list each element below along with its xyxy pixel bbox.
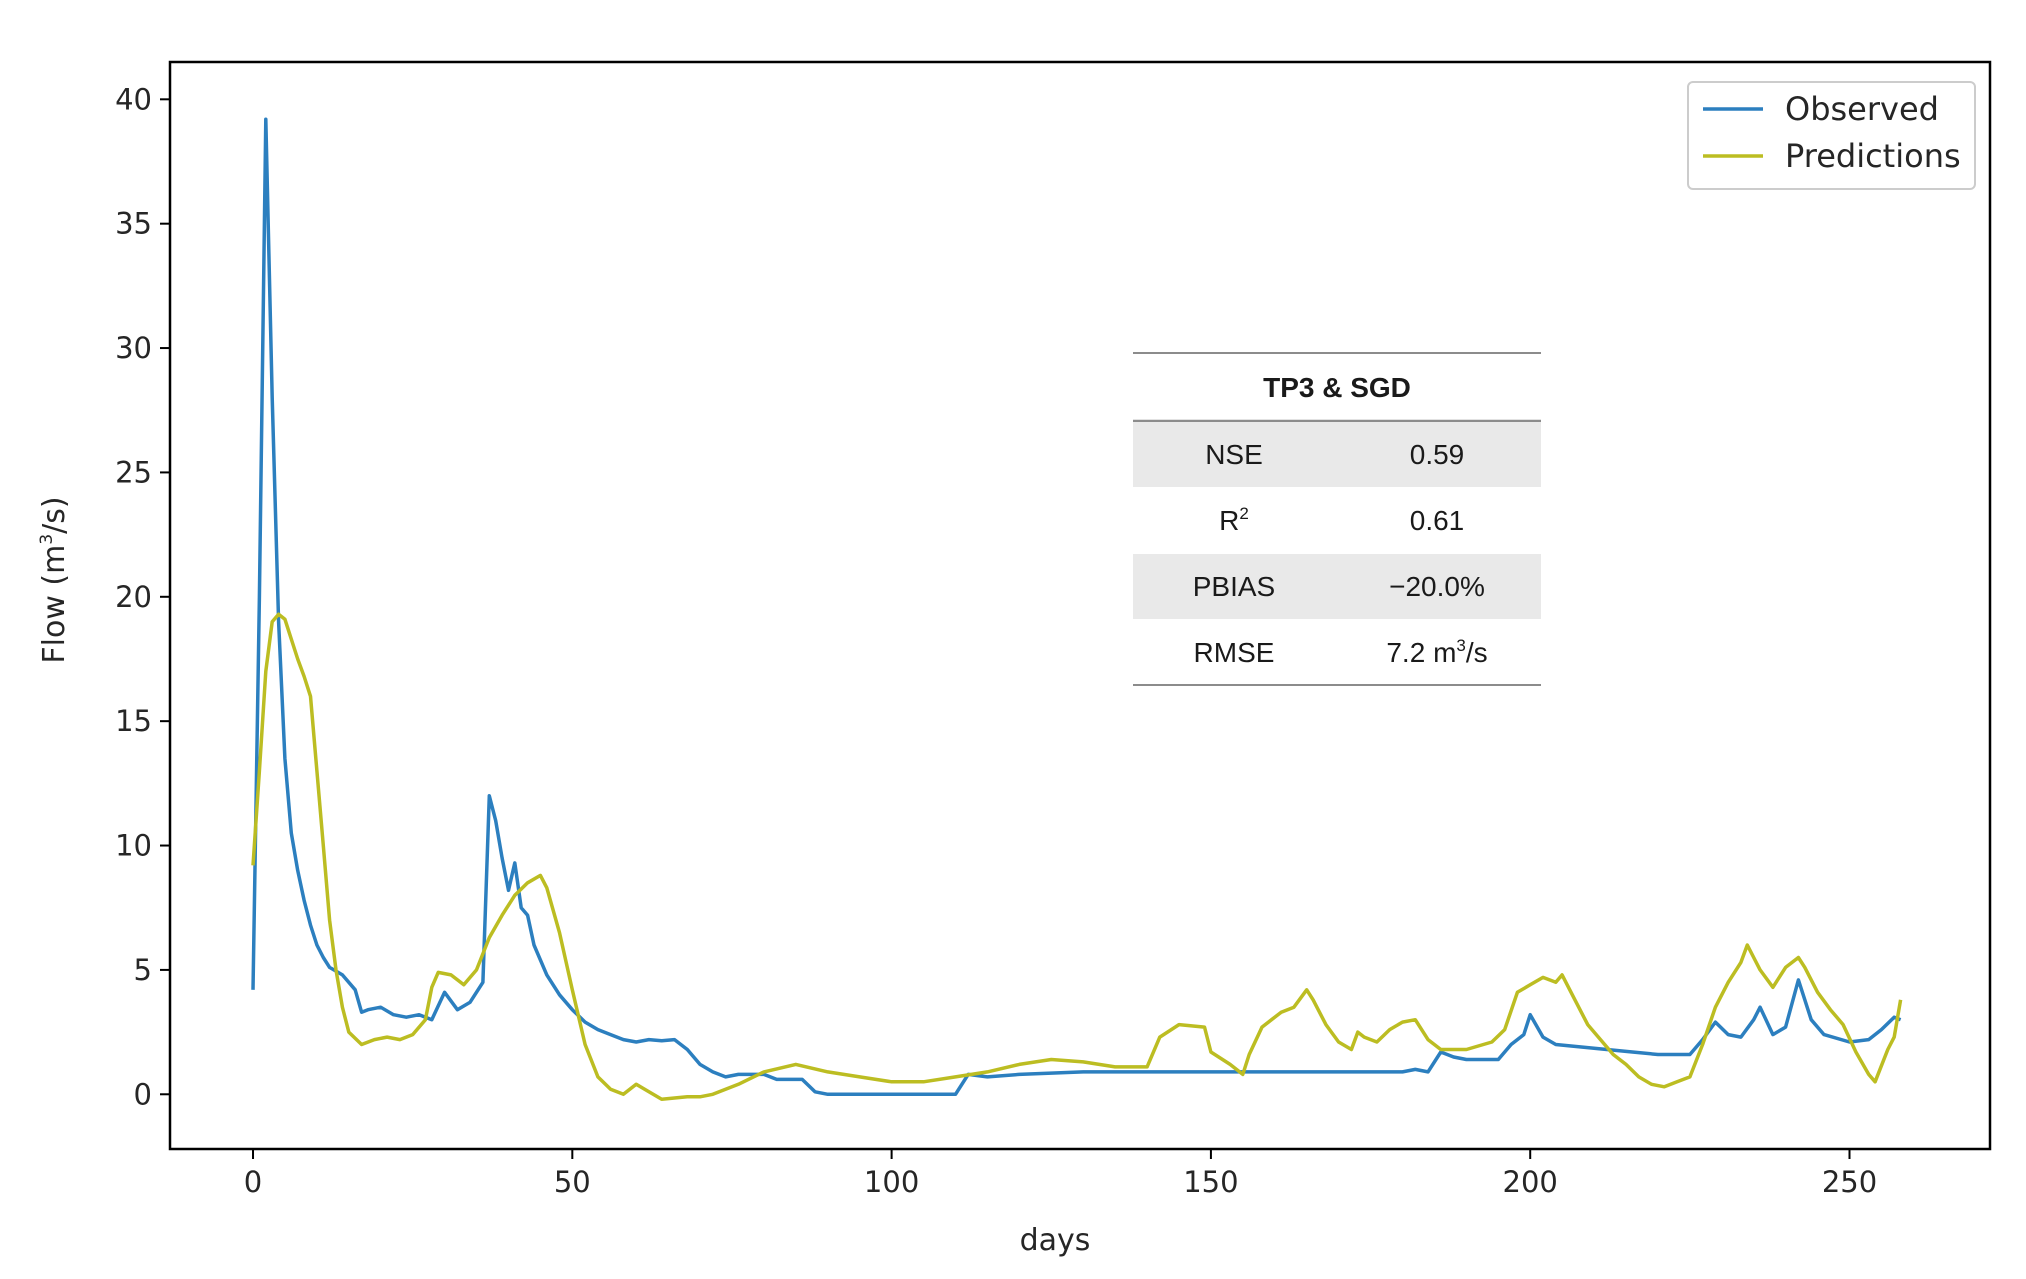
x-tick-label: 50 (554, 1165, 591, 1199)
series-lines (251, 117, 1903, 1102)
metrics-row-stripe (1133, 422, 1541, 487)
series-line-predictions (251, 612, 1903, 1102)
y-tick-label: 25 (115, 455, 152, 489)
x-axis-label: days (1020, 1223, 1091, 1258)
metrics-label: PBIAS (1193, 571, 1275, 602)
y-tick-label: 30 (115, 331, 152, 365)
x-tick-label: 250 (1822, 1165, 1877, 1199)
y-tick-label: 5 (134, 953, 152, 987)
legend-label-observed: Observed (1785, 90, 1939, 128)
x-tick-label: 100 (864, 1165, 919, 1199)
metrics-value: 0.59 (1410, 439, 1465, 470)
legend: Observed Predictions (1687, 81, 1976, 190)
metrics-label: R2 (1219, 504, 1249, 536)
series-line-observed (251, 117, 1902, 1097)
metrics-value: 0.61 (1410, 505, 1465, 536)
metrics-label: RMSE (1194, 637, 1275, 668)
metrics-table: TP3 & SGD NSE 0.59 R2 0.61 PBIAS −20.0% RMSE 7.… (1133, 352, 1541, 686)
metrics-value: −20.0% (1389, 571, 1485, 602)
x-tick-label: 0 (244, 1165, 262, 1199)
y-tick-label: 20 (115, 580, 152, 614)
metrics-value: 7.2 m3/s (1386, 636, 1487, 668)
legend-label-predictions: Predictions (1785, 137, 1961, 175)
y-tick-label: 10 (115, 829, 152, 863)
y-tick-label: 40 (115, 82, 152, 116)
metrics-label: NSE (1205, 439, 1263, 470)
axis-ticks: 0 50 100 150 200 250 0 5 10 15 20 25 30 35 40 (115, 82, 1877, 1199)
x-tick-label: 150 (1183, 1165, 1238, 1199)
y-axis-label: Flow (m3/s) (37, 496, 72, 663)
x-tick-label: 200 (1503, 1165, 1558, 1199)
metrics-title: TP3 & SGD (1263, 372, 1411, 403)
y-tick-label: 15 (115, 704, 152, 738)
metrics-row-stripe (1133, 554, 1541, 619)
plot-area (168, 60, 1992, 1151)
y-tick-label: 35 (115, 207, 152, 241)
y-tick-label: 0 (134, 1077, 152, 1111)
